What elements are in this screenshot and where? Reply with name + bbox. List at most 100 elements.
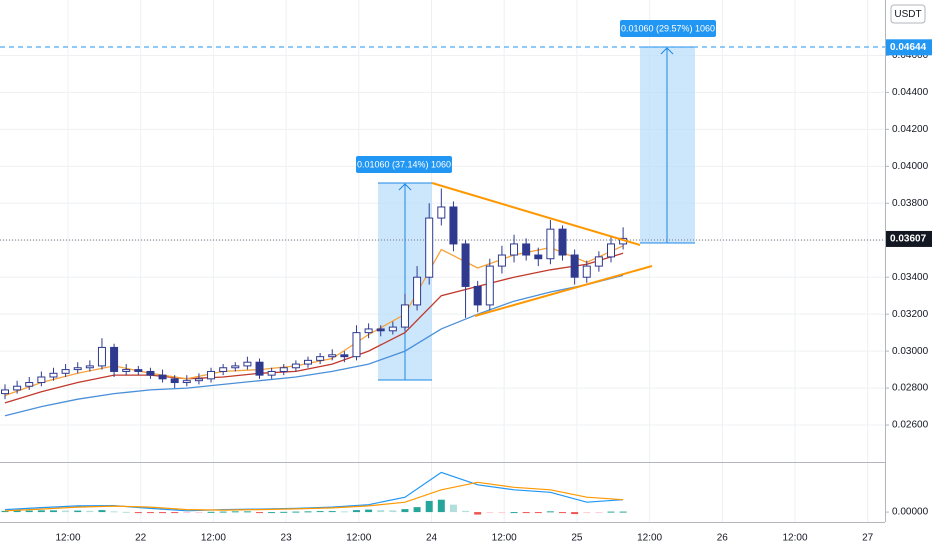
candle-body (400, 304, 409, 328)
x-tick-label: 12:00 (346, 533, 371, 544)
macd-histogram-bar (268, 512, 276, 514)
moving-average (4, 245, 624, 397)
candle-body (582, 265, 591, 278)
candle-body (340, 354, 349, 358)
y-tick-label: 0.02800 (892, 383, 929, 394)
candle-body (73, 367, 82, 371)
macd-histogram-bar (619, 511, 627, 513)
candle-body (13, 385, 22, 391)
y-tick-label: 0.03400 (892, 272, 929, 283)
trend-line (474, 265, 653, 317)
macd-histogram-bar (134, 512, 142, 514)
macd-histogram-bar (122, 511, 130, 513)
candle-body (25, 382, 34, 387)
candle-body (194, 378, 203, 382)
macd-histogram-bar (510, 512, 518, 514)
macd-histogram-bar (559, 512, 567, 514)
y-tick-label: 0.00000 (892, 507, 929, 518)
macd-histogram-bar (207, 511, 215, 513)
macd-histogram-bar (1, 510, 9, 513)
candle-body (510, 243, 519, 256)
y-tick-label: 0.02600 (892, 420, 929, 431)
candle-body (607, 243, 615, 258)
candle-body (291, 363, 300, 369)
candle-body (304, 359, 312, 365)
candle-body (219, 367, 228, 372)
price-label: 0.03607 (890, 234, 927, 245)
candle-body (497, 254, 506, 267)
macd-histogram-bar (243, 511, 251, 513)
macd-histogram-bar (256, 512, 264, 514)
x-tick-label: 12:00 (201, 533, 226, 544)
macd-line (4, 471, 624, 512)
marks (1, 188, 628, 515)
price-axis (885, 0, 932, 550)
time-axis (0, 522, 932, 550)
candle-body (461, 243, 470, 287)
measure-label-box (620, 20, 716, 37)
x-tick-label: 12:00 (55, 533, 80, 544)
candle-body (146, 370, 155, 376)
macd-histogram-bar (437, 499, 445, 513)
y-tick-label: 0.04600 (892, 50, 929, 61)
macd-histogram-bar (304, 511, 312, 513)
y-tick-label: 0.04000 (892, 161, 929, 172)
candle-body (594, 256, 603, 267)
currency: USDT (894, 9, 921, 20)
candle-body (1, 389, 9, 395)
macd-histogram-bar (328, 511, 336, 513)
macd-histogram-bar (474, 512, 482, 515)
x-tick-label: 12:00 (492, 533, 517, 544)
macd-histogram-bar (377, 510, 385, 513)
macd-histogram-bar (49, 510, 57, 513)
x-tick-label: 27 (862, 533, 874, 544)
measure-label-box (356, 156, 452, 173)
macd-histogram-bar (413, 507, 421, 513)
macd-histogram-bar (195, 512, 203, 514)
macd-histogram-bar (498, 512, 506, 514)
moving-average (4, 252, 624, 404)
macd-histogram-bar (522, 512, 530, 514)
candle-body (170, 378, 179, 384)
measure-label: 0.01060 (29.57%) 1060 (621, 23, 715, 33)
macd-histogram-bar (389, 510, 397, 513)
candle-body (207, 370, 216, 380)
x-tick-label: 26 (717, 533, 729, 544)
macd-histogram-bar (462, 510, 470, 513)
signal-line (4, 481, 624, 512)
measure-arrowhead (660, 47, 674, 55)
macd-histogram-bar (159, 512, 167, 514)
candle-body (122, 369, 131, 372)
macd-histogram-bar (231, 511, 239, 513)
macd-histogram-bar (86, 510, 94, 513)
candle-body (558, 228, 567, 256)
candle-body (522, 243, 531, 256)
x-tick-label: 22 (135, 533, 147, 544)
macd-histogram-bar (534, 512, 542, 514)
candle-body (279, 367, 288, 372)
macd-histogram-bar (595, 512, 603, 514)
candle-body (473, 285, 482, 306)
measure-arrowhead (398, 183, 412, 191)
candle-body (61, 369, 70, 374)
candle-body (364, 328, 373, 334)
macd-histogram-bar (219, 511, 227, 513)
macd-histogram-bar (110, 511, 118, 513)
candle-body (570, 254, 579, 278)
currency-box[interactable] (890, 4, 926, 24)
candle-body (182, 380, 191, 384)
macd-histogram-bar (25, 510, 33, 513)
price-label-box (886, 39, 932, 56)
macd-histogram-bar (607, 511, 615, 513)
macd-histogram-bar (352, 510, 360, 513)
candle-body (37, 376, 46, 384)
candle-body (485, 265, 494, 306)
candle-body (110, 346, 119, 372)
macd-histogram-bar (401, 509, 409, 513)
candle-body (388, 326, 397, 332)
trend-line (431, 182, 641, 246)
y-tick-label: 0.04400 (892, 87, 929, 98)
macd-histogram-bar (183, 512, 191, 514)
candle-body (158, 374, 167, 380)
